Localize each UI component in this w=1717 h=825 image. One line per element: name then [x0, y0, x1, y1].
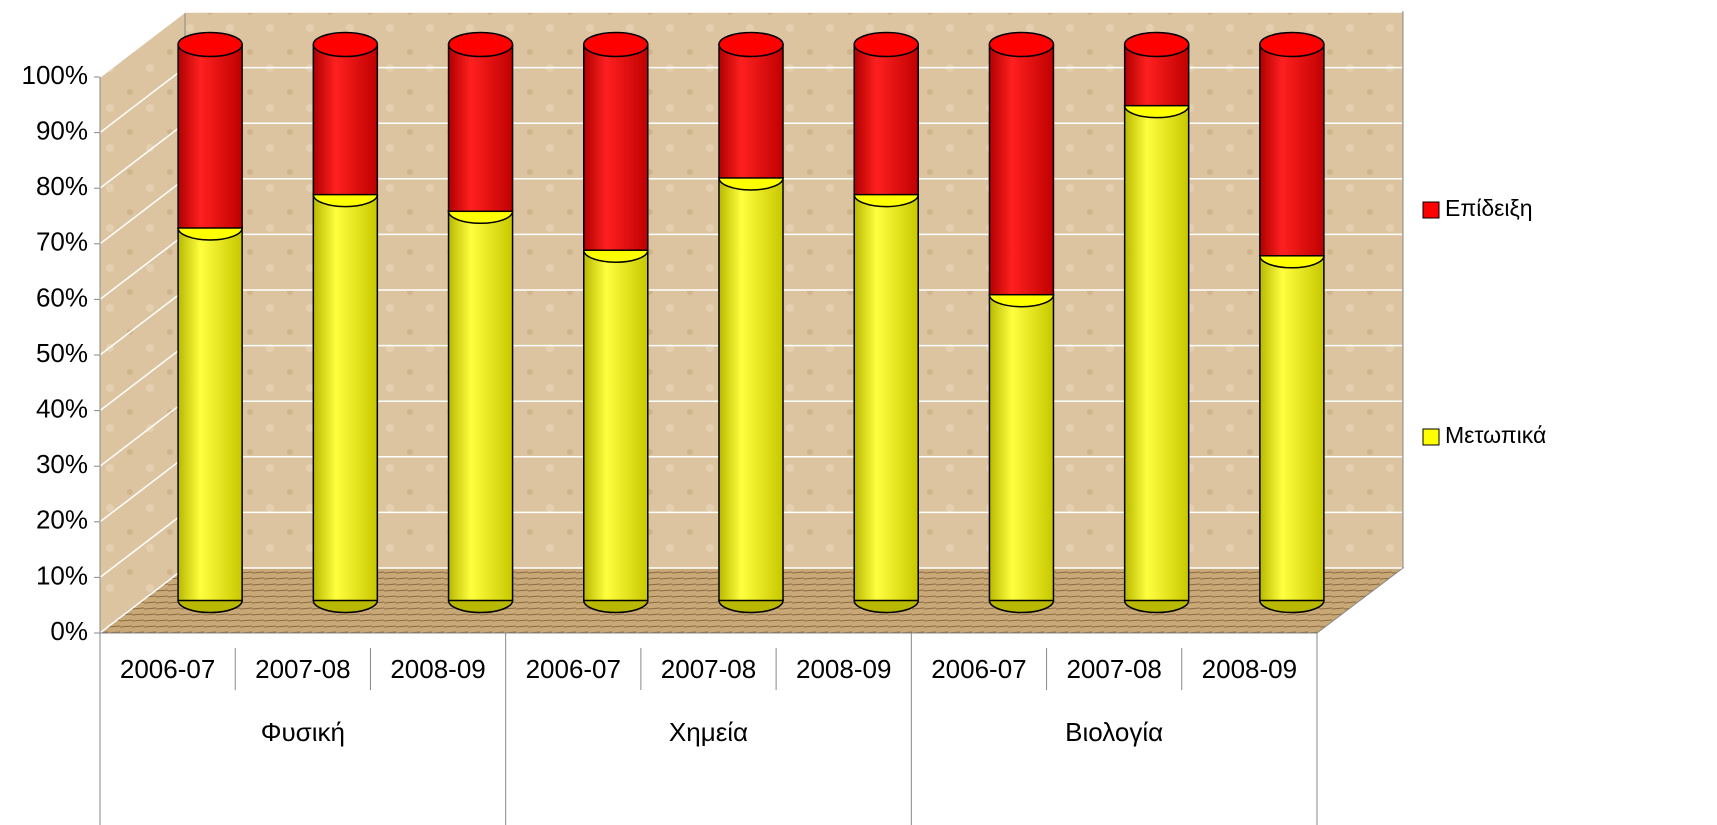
y-tick-label: 20% [36, 505, 88, 535]
grid-line [99, 345, 186, 412]
x-tick-label: 2008-09 [390, 654, 485, 684]
y-tick-label: 90% [36, 115, 88, 145]
y-tick-label: 50% [36, 338, 88, 368]
bar-cap [1259, 31, 1325, 58]
bar-segment [177, 43, 243, 229]
y-tick-label: 40% [36, 393, 88, 423]
legend-label: Μετωπικά [1445, 422, 1546, 448]
legend-label: Επίδειξη [1445, 195, 1533, 221]
bar-segment [312, 43, 379, 196]
bar-segment [447, 43, 514, 213]
bar-cap [718, 31, 784, 58]
grid-line [99, 567, 186, 634]
bar-cap [312, 31, 379, 58]
grid-line [99, 122, 186, 189]
bar-segment [853, 193, 919, 602]
y-tick-label: 10% [36, 560, 88, 590]
bar-segment [1259, 255, 1325, 602]
x-tick-label: 2007-08 [1066, 654, 1161, 684]
group-label: Φυσική [261, 717, 345, 747]
bar-cap [1123, 31, 1190, 58]
grid-line [99, 178, 186, 245]
x-tick-label: 2006-07 [526, 654, 621, 684]
bar-segment [583, 43, 649, 251]
grid-line [99, 400, 186, 467]
grid-line [99, 456, 186, 523]
y-tick-label: 100% [22, 60, 89, 90]
x-tick-label: 2006-07 [120, 654, 215, 684]
x-tick-label: 2007-08 [255, 654, 350, 684]
legend-swatch [1422, 201, 1440, 219]
x-tick-label: 2008-09 [796, 654, 891, 684]
bar-segment [718, 43, 784, 179]
legend-swatch [1422, 428, 1440, 446]
grid-line [99, 67, 186, 134]
bar-cap [447, 31, 514, 58]
grid-line [99, 11, 186, 78]
bar-segment [583, 249, 649, 602]
bar-segment [718, 177, 784, 602]
y-tick-label: 30% [36, 449, 88, 479]
grid-line [99, 511, 186, 578]
bar-segment [447, 210, 514, 602]
bar-cap [583, 31, 649, 58]
group-label: Χημεία [669, 717, 748, 747]
y-tick-label: 80% [36, 171, 88, 201]
bar-segment [1123, 104, 1190, 602]
bar-segment [1259, 43, 1325, 257]
y-tick-label: 60% [36, 282, 88, 312]
bar-segment [312, 193, 379, 602]
bar-cap [988, 31, 1055, 58]
x-tick-label: 2006-07 [931, 654, 1026, 684]
bar-segment [988, 293, 1055, 602]
bar-cap [177, 31, 243, 58]
x-tick-label: 2007-08 [661, 654, 756, 684]
bar-cap [853, 31, 919, 58]
grid-line [99, 233, 186, 300]
x-tick-label: 2008-09 [1202, 654, 1297, 684]
y-tick-label: 0% [50, 616, 88, 646]
bar-segment [988, 43, 1055, 296]
group-label: Βιολογία [1065, 717, 1163, 747]
bar-segment [177, 227, 243, 602]
bar-segment [853, 43, 919, 196]
grid-line [99, 289, 186, 356]
y-tick-label: 70% [36, 227, 88, 257]
